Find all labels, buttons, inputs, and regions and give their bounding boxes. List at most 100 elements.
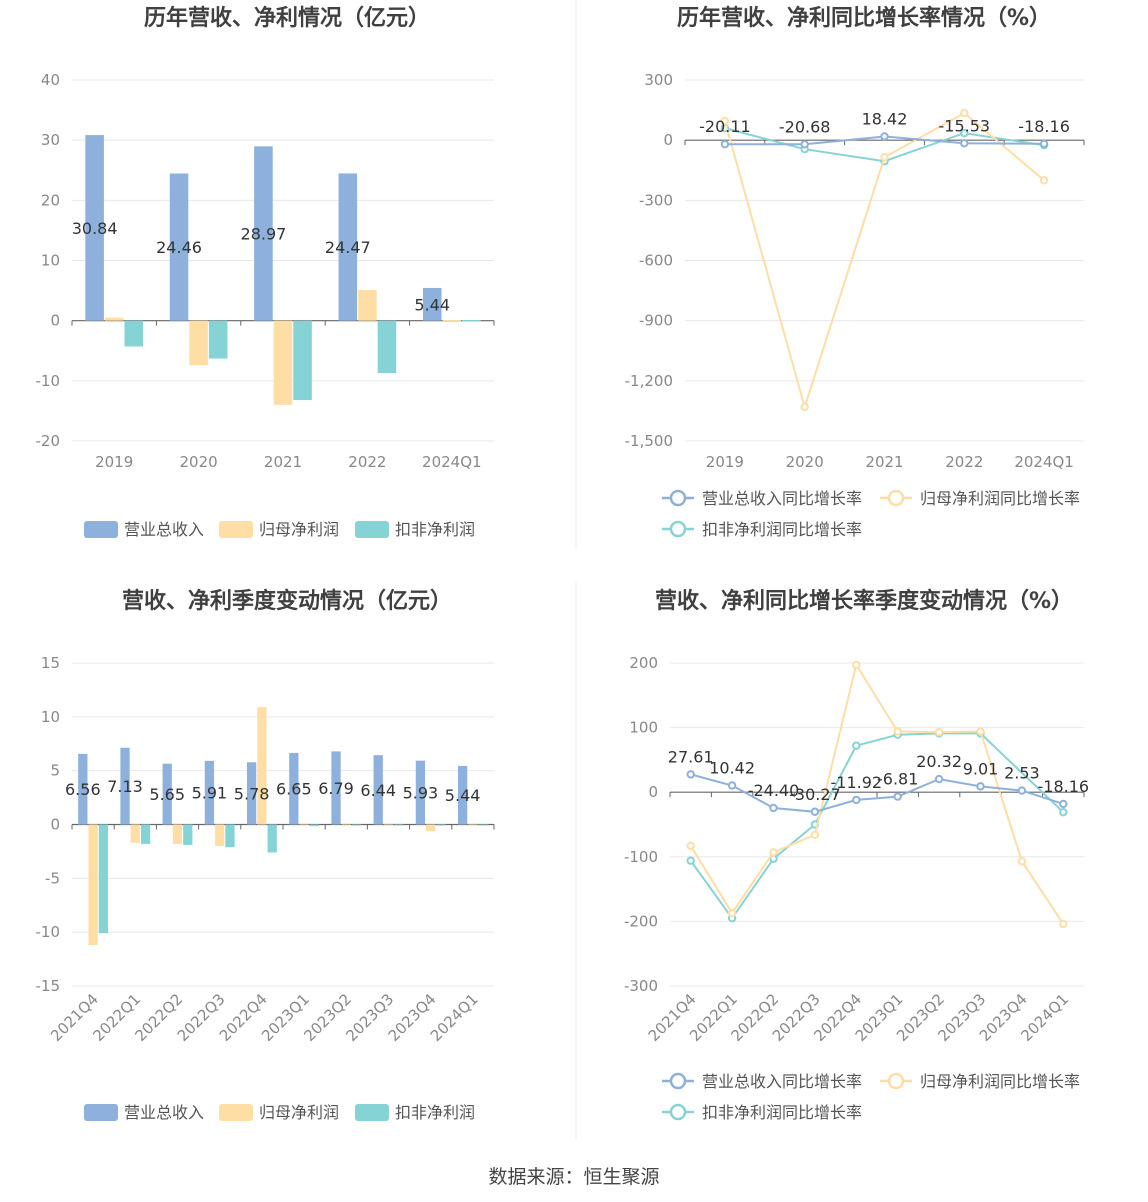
bar-revenue [415, 760, 426, 825]
data-point [976, 782, 985, 791]
legend-label: 营业总收入同比增长率 [702, 1072, 862, 1091]
data-label: 7.13 [107, 777, 143, 796]
data-point [893, 727, 902, 736]
data-point [960, 128, 969, 138]
x-tick-label: 2020 [180, 453, 218, 471]
bar-net-profit [341, 823, 351, 825]
data-point [960, 108, 969, 118]
data-label: -6.81 [877, 770, 918, 789]
bar-net-profit [172, 824, 183, 844]
bar-revenue [338, 173, 358, 321]
data-label: -18.16 [1018, 117, 1070, 136]
legend-label: 归母净利润 [259, 520, 339, 539]
data-label: 28.97 [241, 225, 287, 244]
y-tick-label: 15 [41, 654, 60, 672]
bar-deducted-profit [394, 824, 404, 826]
bar-deducted-profit [377, 320, 397, 374]
x-tick-label: 2024Q1 [1014, 453, 1074, 471]
y-tick-label: -1,200 [625, 372, 673, 390]
data-point [800, 402, 809, 412]
data-point [934, 774, 944, 784]
data-point [727, 781, 737, 790]
bar-deducted-profit [462, 320, 481, 322]
data-point [720, 139, 730, 149]
series-line-revenue-growth [690, 773, 1064, 813]
y-tick-label: -10 [36, 923, 61, 941]
bar-deducted-profit [225, 824, 235, 848]
data-label: 6.56 [65, 780, 101, 799]
data-label: -30.27 [789, 785, 841, 804]
bar-net-profit [299, 823, 309, 825]
data-point [686, 841, 695, 851]
bar-revenue [169, 173, 189, 321]
data-label: 6.65 [276, 780, 312, 799]
y-tick-label: -900 [639, 312, 673, 330]
data-label: 27.61 [668, 747, 714, 766]
data-point [810, 807, 820, 816]
data-point [727, 908, 737, 918]
data-point [769, 848, 778, 857]
legend-swatch [355, 1104, 389, 1121]
legend-label: 归母净利润同比增长率 [920, 489, 1080, 508]
data-point [686, 770, 695, 779]
data-label: 5.65 [149, 785, 185, 804]
y-tick-label: 300 [644, 71, 673, 89]
data-point [852, 795, 861, 805]
data-point [686, 856, 695, 865]
data-point [800, 140, 809, 149]
bar-net-profit [257, 707, 267, 825]
legend-label: 营业总收入 [124, 1103, 204, 1122]
bar-revenue [246, 762, 257, 825]
x-tick-label: 2024Q1 [422, 453, 482, 471]
data-point [880, 153, 889, 162]
data-point [1017, 786, 1027, 795]
legend-swatch [219, 1104, 253, 1121]
y-tick-label: -10 [36, 372, 61, 390]
legend-swatch-marker [669, 489, 687, 507]
data-point [1059, 808, 1068, 817]
data-label: 5.44 [414, 295, 450, 314]
data-label: 5.78 [234, 784, 270, 803]
legend-label: 营业总收入 [124, 520, 204, 539]
annual-amount-chart: 历年营收、净利情况（亿元） 40 30 20 10 0 -10 -20 2019 2020 2021… [36, 5, 495, 539]
y-tick-label: -100 [624, 848, 658, 866]
data-point [1059, 799, 1068, 809]
data-point [1059, 919, 1068, 929]
y-tick-label: 0 [50, 816, 60, 834]
bar-revenue [373, 755, 383, 825]
legend-label: 扣非净利润同比增长率 [702, 520, 862, 539]
data-label: 5.91 [192, 784, 228, 803]
chart-title: 营收、净利同比增长率季度变动情况（%） [655, 588, 1073, 614]
data-label: -24.40 [748, 781, 800, 800]
legend-label: 扣非净利润 [395, 1103, 475, 1122]
legend-label: 扣非净利润同比增长率 [702, 1103, 862, 1122]
data-point [852, 741, 861, 750]
data-point [1017, 857, 1027, 866]
data-point [852, 660, 861, 670]
data-label: 6.79 [318, 779, 354, 798]
bar-net-profit [383, 823, 394, 825]
y-tick-label: -300 [639, 191, 673, 209]
bar-deducted-profit [293, 320, 312, 401]
data-label: 10.42 [709, 758, 755, 777]
x-tick-label: 2019 [95, 453, 133, 471]
y-tick-label: 40 [41, 71, 60, 89]
data-point [810, 830, 820, 840]
data-point [1039, 139, 1049, 149]
series-line-net-profit-growth [689, 662, 1065, 925]
y-tick-label: 200 [629, 654, 658, 672]
legend-label: 归母净利润同比增长率 [920, 1072, 1080, 1091]
legend-swatch-marker [887, 1072, 905, 1090]
data-label: 24.46 [156, 238, 202, 257]
legend-swatch-marker [669, 1103, 687, 1121]
bar-net-profit [273, 320, 293, 405]
bar-deducted-profit [183, 824, 193, 845]
bar-deducted-profit [436, 824, 446, 826]
data-label: 20.32 [916, 752, 962, 771]
quarter-growth-chart: 营收、净利同比增长率季度变动情况（%） 200 100 0 -100 -200 -300 20… [624, 588, 1089, 1122]
data-point [880, 132, 889, 141]
bar-revenue [331, 751, 341, 825]
y-tick-label: 10 [41, 708, 60, 726]
bar-revenue [457, 765, 468, 825]
